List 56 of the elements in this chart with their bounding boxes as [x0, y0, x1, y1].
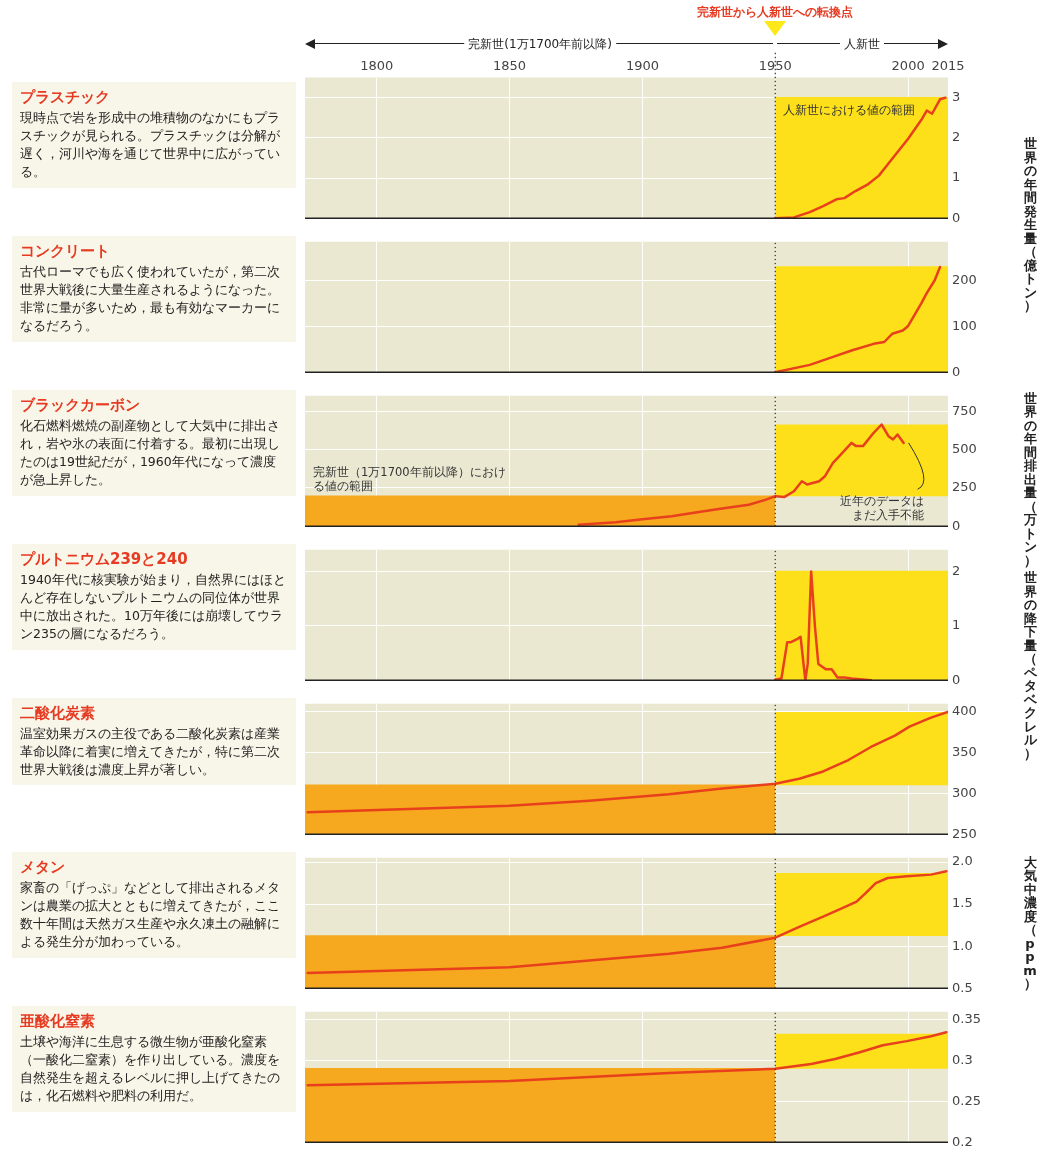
x-tick-label: 1900 [625, 58, 659, 74]
text: 現時点で岩を形成中の堆積物のなかにもプラスチックが見られる。プラスチックは分解が遅く，河川や海を通じて世界中に広がっている。 [20, 109, 281, 182]
y-tick-label: 0.5 [952, 979, 973, 995]
y-tick-label: 0.2 [952, 1133, 973, 1149]
y-tick-label: 2 [952, 129, 961, 145]
series-label: 人新世における値の範囲 [783, 103, 916, 118]
y-tick-label: 300 [952, 784, 977, 800]
text: プルトニウム239と240 [20, 550, 189, 569]
text: 土壌や海洋に生息する微生物が亜酸化窒素（一酸化二窒素）を作り出している。濃度を自然発生を超えるレベルに押し上げてきたのは，化石燃料や肥料の利用だ。 [20, 1033, 281, 1106]
y-tick-label: 350 [952, 744, 977, 760]
x-tick-label: 1950 [758, 58, 792, 74]
text: 世界の年間排出量（万トン） [1023, 390, 1037, 568]
x-tick-label: 2000 [891, 58, 925, 74]
text: 完新世から人新世への転換点 [697, 4, 854, 21]
text: 温室効果ガスの主役である二酸化炭素は産業革命以降に着実に増えてきたが，特に第二次世界大戦後は濃度上昇が著しい。 [20, 725, 281, 780]
text: 古代ローマでも広く使われていたが，第二次世界大戦後に大量生産されるようになった。非常に量が多いため，最も有効なマーカーになるだろう。 [20, 263, 281, 336]
y-tick-label: 1 [952, 169, 961, 185]
x-tick-label: 2015 [931, 58, 965, 74]
y-tick-label: 1.5 [952, 895, 973, 911]
y-tick-label: 100 [952, 317, 977, 333]
text: 世界の降下量（ペタベクレル） [1023, 570, 1037, 761]
y-tick-label: 2.0 [952, 853, 973, 869]
text: 世界の年間発生量（億トン） [1023, 136, 1037, 314]
text: 家畜の「げっぷ」などとして排出されるメタンは農業の拡大とともに増えてきたが，ここ数十年間は天然ガス生産や永久凍土の融解による発生分が加わっている。 [20, 879, 281, 952]
x-tick-label: 1800 [360, 58, 394, 74]
y-tick-label: 250 [952, 479, 977, 495]
text: ブラックカーボン [20, 396, 141, 415]
x-tick-label: 1850 [493, 58, 527, 74]
text: 亜酸化窒素 [20, 1012, 96, 1031]
y-tick-label: 500 [952, 440, 977, 456]
text: 大気中濃度（ppm） [1023, 854, 1037, 991]
text: メタン [20, 858, 66, 877]
y-tick-label: 2 [952, 562, 961, 578]
y-tick-label: 0 [952, 517, 961, 533]
y-tick-label: 0.3 [952, 1052, 973, 1068]
y-tick-label: 0 [952, 363, 961, 379]
y-tick-label: 0 [952, 671, 961, 687]
text: 完新世(1万1700年前以降) [464, 35, 616, 53]
y-tick-label: 3 [952, 89, 961, 105]
y-tick-label: 0.25 [952, 1092, 981, 1108]
y-tick-label: 1 [952, 617, 961, 633]
y-tick-label: 250 [952, 825, 977, 841]
text: プラスチック [20, 88, 111, 107]
y-tick-label: 200 [952, 272, 977, 288]
y-tick-label: 750 [952, 402, 977, 418]
y-tick-label: 0 [952, 209, 961, 225]
text: 二酸化炭素 [20, 704, 96, 723]
text: コンクリート [20, 242, 111, 261]
y-tick-label: 400 [952, 703, 977, 719]
y-tick-label: 1.0 [952, 937, 973, 953]
text: 化石燃料燃焼の副産物として大気中に排出され，岩や氷の表面に付着する。最初に出現したのは19世紀だが，1960年代になって濃度が急上昇した。 [20, 417, 281, 490]
annotation: 近年のデータはまだ入手不能 [839, 494, 924, 523]
y-tick-label: 0.35 [952, 1011, 981, 1027]
series-label: 完新世（1万1700年前以降）における値の範囲 [313, 464, 506, 493]
text: 人新世 [839, 35, 884, 53]
text: 1940年代に核実験が始まり，自然界にはほとんど存在しないプルトニウムの同位体が世界中に放出された。10万年後には崩壊してウラン235の層になるだろう。 [20, 571, 287, 644]
